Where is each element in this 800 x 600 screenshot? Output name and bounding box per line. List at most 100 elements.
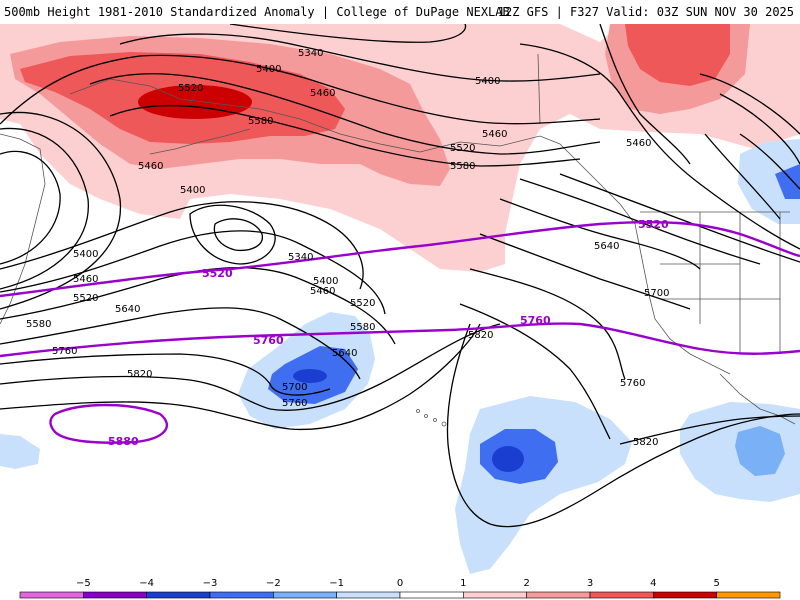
contour-5760-pnw bbox=[469, 268, 626, 380]
contour-label: 5400 bbox=[256, 64, 281, 75]
height-contours bbox=[0, 24, 800, 528]
colorbar-swatch bbox=[399, 591, 464, 599]
contour-label: 5460 bbox=[482, 129, 507, 140]
anomaly-minus3-central bbox=[293, 369, 327, 383]
contour-label: 5760 bbox=[282, 398, 307, 409]
contour-5400-pnw bbox=[599, 24, 691, 165]
model-run-label: 12Z GFS | F327 Valid: 03Z SUN NOV 30 202… bbox=[497, 5, 794, 19]
bc-coastline bbox=[559, 143, 731, 375]
colorbar-tick-label: −1 bbox=[329, 578, 344, 589]
colorbar-swatch bbox=[83, 591, 147, 599]
contour-5820-pnw bbox=[459, 303, 611, 440]
contour-label: 5460 bbox=[138, 161, 163, 172]
colorbar-tick-label: 3 bbox=[587, 578, 593, 589]
colorbar-tick-label: 4 bbox=[650, 578, 656, 589]
contour-loop-east bbox=[699, 73, 800, 135]
anomaly-minus2-northeast bbox=[775, 164, 800, 199]
colorbar-tick-label: 5 bbox=[713, 578, 719, 589]
colorbar-ticks: −5 −4 −3 −2 −1 0 1 2 3 4 5 bbox=[76, 578, 720, 589]
contour-5340-north bbox=[229, 24, 467, 43]
colorbar-swatch bbox=[526, 591, 591, 599]
contour-5520-north bbox=[89, 73, 601, 155]
contour-label: 5640 bbox=[115, 304, 140, 315]
contour-5820-south bbox=[446, 323, 800, 528]
colorbar-tick-label: 0 bbox=[397, 578, 403, 589]
colorbar-tick-label: −3 bbox=[203, 578, 218, 589]
contour-label: 5520 bbox=[178, 83, 203, 94]
contour-5700-mid bbox=[0, 353, 331, 396]
contour-label: 5340 bbox=[298, 48, 323, 59]
colorbar-swatch bbox=[463, 591, 527, 599]
climo-5760-line bbox=[0, 322, 800, 358]
product-title: 500mb Height 1981-2010 Standardized Anom… bbox=[4, 5, 510, 19]
contour-label: 5820 bbox=[633, 437, 658, 448]
contour-5700-pnw bbox=[479, 233, 691, 310]
contour-label: 5460 bbox=[73, 274, 98, 285]
climo-5520-line bbox=[0, 220, 800, 298]
contour-label: 5700 bbox=[282, 382, 307, 393]
header-bar: 500mb Height 1981-2010 Standardized Anom… bbox=[0, 0, 800, 24]
geographic-borders bbox=[0, 53, 796, 425]
colorbar: −5 −4 −3 −2 −1 0 1 2 3 4 5 bbox=[19, 578, 781, 599]
contour-label: 5400 bbox=[180, 185, 205, 196]
us-state-lines bbox=[660, 212, 781, 354]
contour-5640-pnw bbox=[499, 198, 701, 270]
contour-label: 5340 bbox=[288, 252, 313, 263]
contour-label: 5820 bbox=[468, 330, 493, 341]
contour-5460-north bbox=[0, 54, 601, 125]
contour-5640-mid bbox=[0, 307, 361, 380]
contour-label: 5580 bbox=[350, 322, 375, 333]
colorbar-swatch bbox=[589, 591, 654, 599]
anomaly-plus3-northeast bbox=[625, 24, 730, 86]
colorbar-swatch bbox=[273, 591, 337, 599]
climo-label: 5760 bbox=[253, 334, 284, 347]
alaska-coastline bbox=[69, 78, 561, 153]
contour-5520-mid bbox=[0, 230, 386, 315]
contour-label: 5460 bbox=[310, 286, 335, 297]
contour-5460-mid bbox=[0, 201, 364, 290]
contour-label: 5460 bbox=[626, 138, 651, 149]
alaska-border bbox=[537, 53, 541, 125]
map-panel: 5340 5400 5520 5460 5400 5580 5460 5520 … bbox=[0, 24, 800, 574]
contour-label: 5760 bbox=[620, 378, 645, 389]
contour-5820-lower bbox=[619, 415, 800, 445]
contour-5400-loop bbox=[189, 204, 276, 265]
contour-5580-mid bbox=[0, 267, 396, 345]
aleutian-islands bbox=[149, 128, 251, 155]
climo-label: 5760 bbox=[520, 314, 551, 327]
climo-label: 5880 bbox=[108, 435, 139, 448]
climo-5880-loop bbox=[49, 403, 169, 444]
contour-label: 5400 bbox=[475, 76, 500, 87]
contour-loop-east-4 bbox=[704, 133, 781, 220]
climatology-labels: 5520 5520 5760 5760 5880 bbox=[108, 218, 669, 448]
contour-west-loop-2 bbox=[0, 127, 89, 290]
anomaly-minus3-subtropical bbox=[492, 446, 524, 472]
contour-label: 5520 bbox=[450, 143, 475, 154]
contour-label: 5640 bbox=[594, 241, 619, 252]
hawaii-islands bbox=[416, 409, 447, 427]
contour-label: 5580 bbox=[248, 116, 273, 127]
colorbar-swatch bbox=[146, 591, 211, 599]
contour-5460-pnw bbox=[519, 43, 800, 250]
contour-label: 5400 bbox=[73, 249, 98, 260]
colorbar-tick-label: −5 bbox=[76, 578, 91, 589]
colorbar-swatch bbox=[19, 591, 84, 599]
anomaly-minus2-east bbox=[735, 426, 785, 476]
colorbar-tick-label: −2 bbox=[266, 578, 281, 589]
contour-5340-loop bbox=[213, 218, 263, 252]
contour-labels: 5340 5400 5520 5460 5400 5580 5460 5520 … bbox=[26, 48, 669, 448]
colorbar-tick-label: −4 bbox=[139, 578, 154, 589]
contour-label: 5580 bbox=[26, 319, 51, 330]
baja-california bbox=[719, 373, 796, 425]
colorbar-tick-label: 2 bbox=[523, 578, 529, 589]
colorbar-swatch bbox=[336, 591, 401, 599]
contour-5820-mid bbox=[0, 323, 481, 431]
climatology-contours bbox=[0, 220, 800, 444]
contour-5400-north bbox=[119, 33, 601, 82]
contour-label: 5520 bbox=[350, 298, 375, 309]
contour-label: 5460 bbox=[310, 88, 335, 99]
contour-west-loop-1 bbox=[0, 150, 61, 265]
negative-anomaly-shading bbox=[0, 139, 800, 574]
contour-5580-north bbox=[109, 104, 581, 167]
anomaly-minus1-northeast bbox=[738, 139, 800, 224]
